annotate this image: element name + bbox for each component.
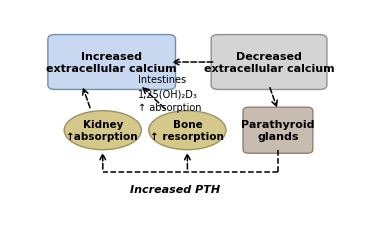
Ellipse shape bbox=[64, 111, 141, 150]
FancyBboxPatch shape bbox=[48, 35, 175, 90]
Text: Parathyroid
glands: Parathyroid glands bbox=[241, 120, 315, 141]
Text: Intestines
1,25(OH)₂D₃
↑ absorption: Intestines 1,25(OH)₂D₃ ↑ absorption bbox=[138, 75, 202, 112]
Text: Increased
extracellular calcium: Increased extracellular calcium bbox=[46, 52, 177, 74]
Text: Decreased
extracellular calcium: Decreased extracellular calcium bbox=[204, 52, 334, 74]
FancyBboxPatch shape bbox=[243, 108, 313, 154]
Text: Increased PTH: Increased PTH bbox=[131, 184, 221, 194]
Text: Kidney
↑absorption: Kidney ↑absorption bbox=[67, 120, 139, 141]
FancyBboxPatch shape bbox=[211, 35, 327, 90]
Ellipse shape bbox=[149, 111, 226, 150]
Text: Bone
↑ resorption: Bone ↑ resorption bbox=[151, 120, 224, 141]
